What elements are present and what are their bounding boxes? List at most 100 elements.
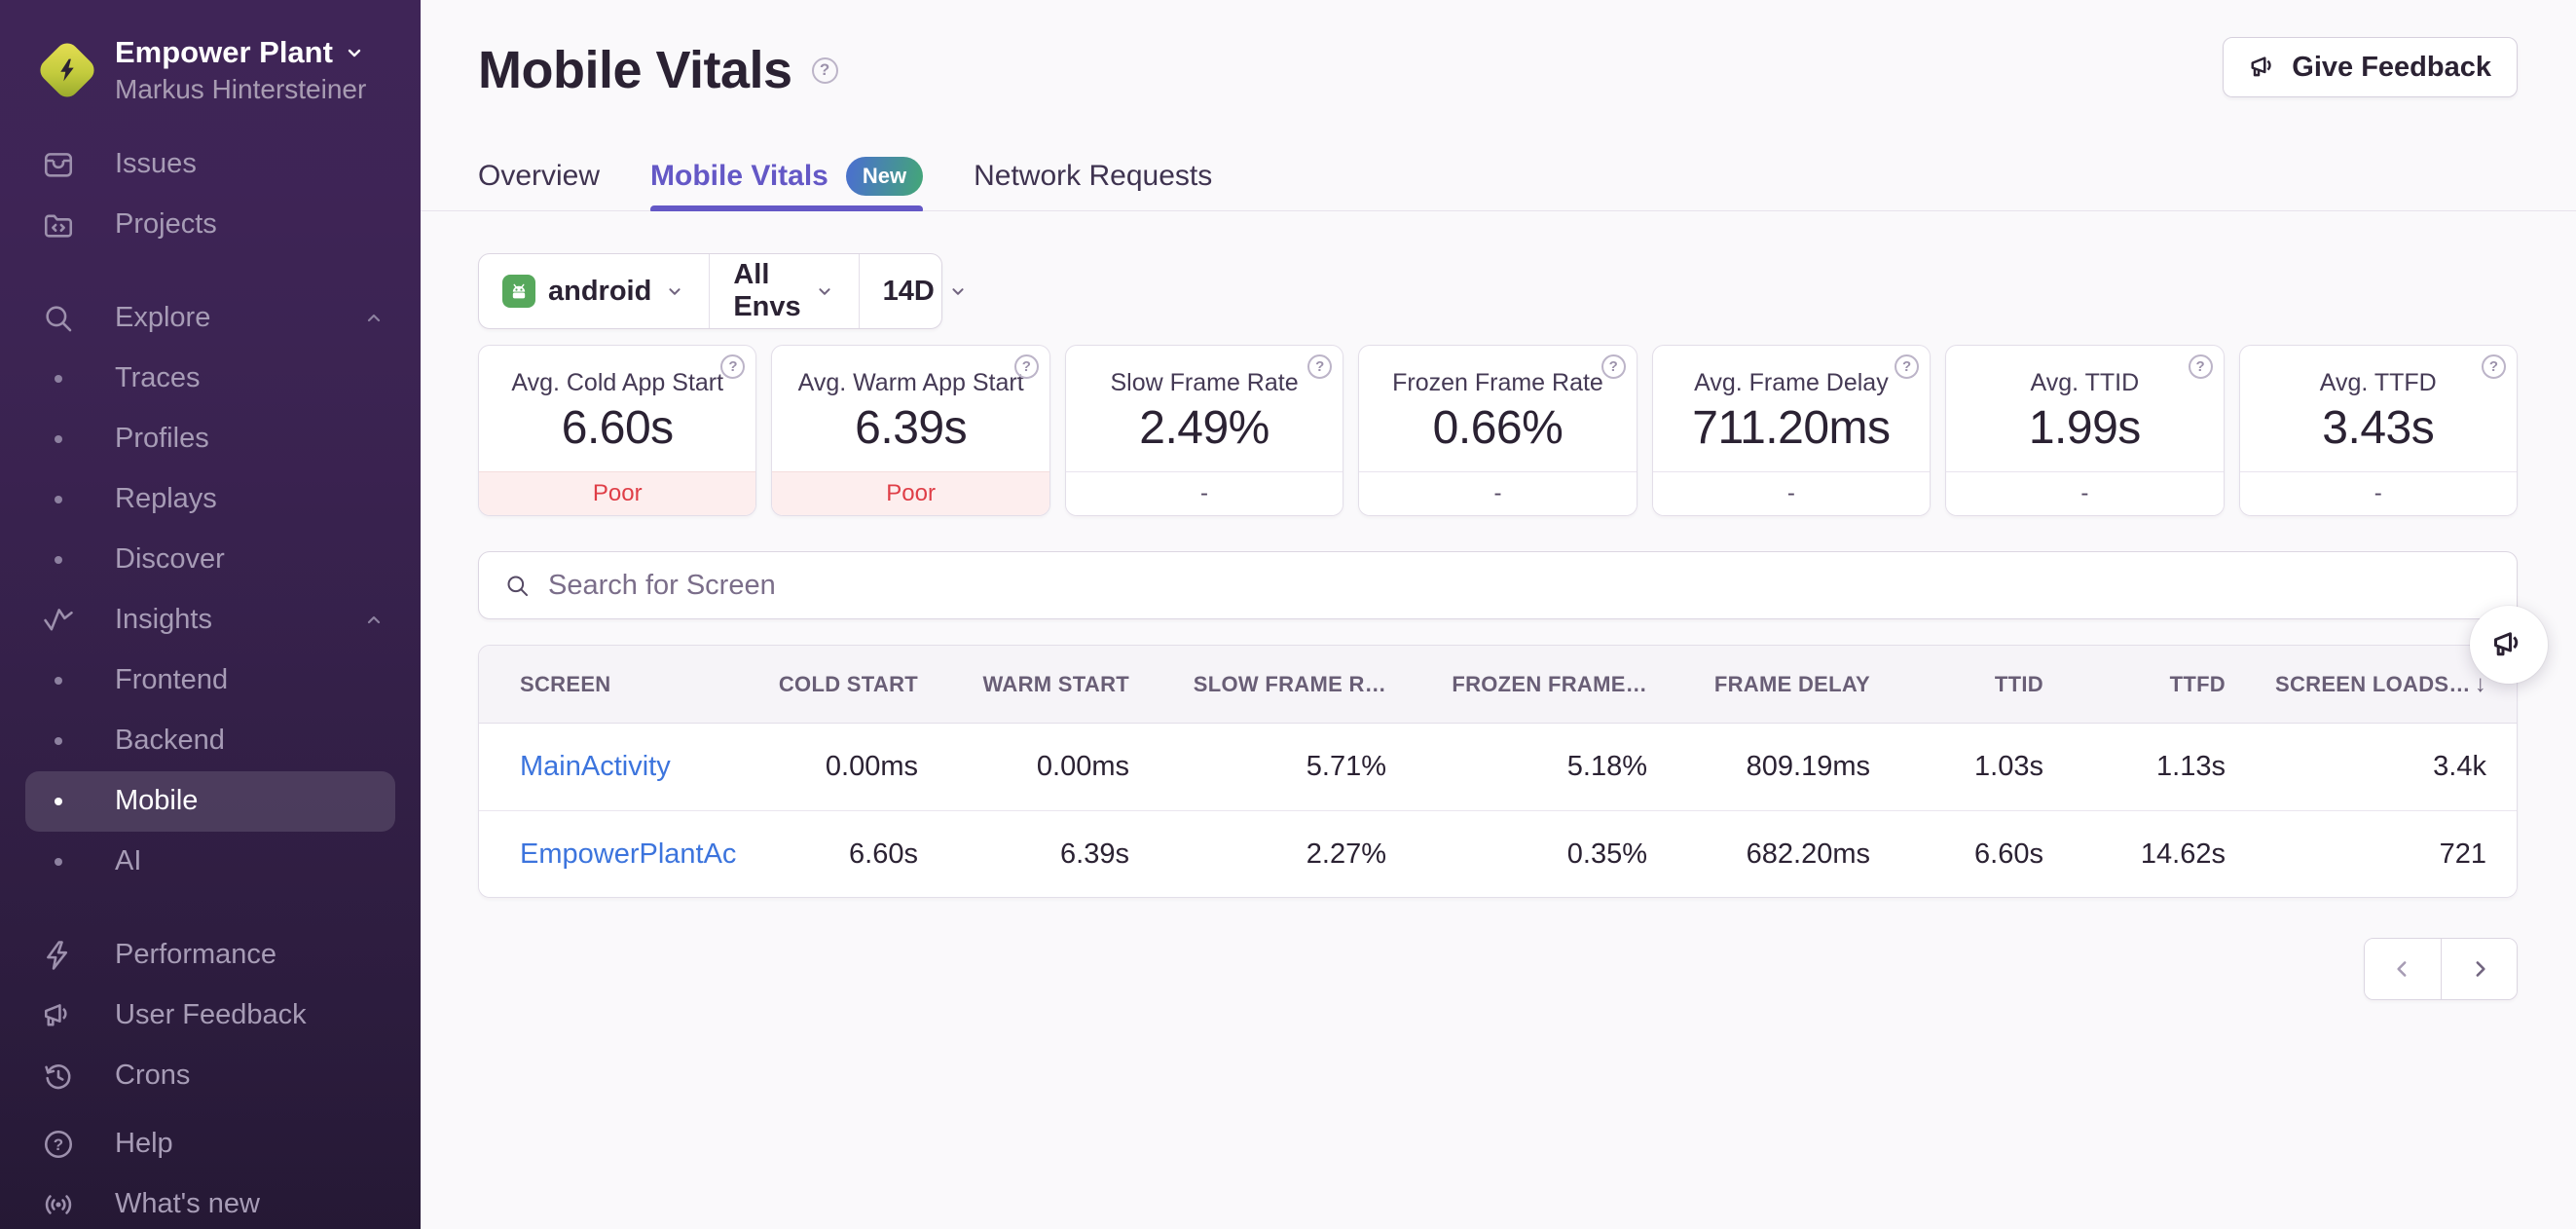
- sidebar-item-label: Profiles: [115, 423, 209, 455]
- sidebar-item-explore[interactable]: Explore: [25, 288, 395, 349]
- col-ttid[interactable]: TTID: [1994, 671, 2043, 696]
- col-screen[interactable]: SCREEN: [520, 671, 611, 696]
- sidebar-item-traces[interactable]: Traces: [25, 349, 395, 409]
- vital-card-status: -: [1652, 471, 1931, 515]
- help-icon[interactable]: ?: [1895, 354, 1920, 379]
- sidebar-item-frontend[interactable]: Frontend: [25, 651, 395, 711]
- vital-card-ttfd: ? Avg. TTFD 3.43s -: [2238, 345, 2518, 516]
- environment-filter-dropdown[interactable]: All Envs: [709, 254, 858, 328]
- cell-ttid: 1.03s: [1974, 751, 2043, 782]
- environment-filter-value: All Envs: [733, 259, 801, 322]
- pagination: [478, 938, 2518, 1000]
- help-circle-icon: ?: [39, 1128, 78, 1161]
- lightning-icon: [39, 939, 78, 972]
- svg-text:?: ?: [54, 1136, 63, 1154]
- cell-warm-start: 0.00ms: [1036, 751, 1129, 782]
- vital-card-frozen-frame-rate: ? Frozen Frame Rate 0.66% -: [1358, 345, 1638, 516]
- new-badge: New: [845, 157, 924, 196]
- megaphone-icon: [39, 999, 78, 1032]
- give-feedback-button[interactable]: Give Feedback: [2223, 37, 2518, 97]
- help-icon[interactable]: ?: [2481, 354, 2506, 379]
- org-name: Empower Plant: [115, 35, 333, 69]
- col-frame-delay[interactable]: FRAME DELAY: [1713, 671, 1870, 696]
- sidebar-item-projects[interactable]: Projects: [25, 195, 395, 255]
- vital-card-status: Poor: [772, 471, 1049, 515]
- col-screen-loads[interactable]: SCREEN LOADS… ↓: [2226, 671, 2486, 698]
- sidebar-item-insights[interactable]: Insights: [25, 590, 395, 651]
- tab-label: Network Requests: [974, 160, 1213, 192]
- sidebar-item-whats-new[interactable]: What's new: [25, 1174, 395, 1229]
- sidebar-item-help[interactable]: ? Help: [25, 1114, 395, 1174]
- tab-overview[interactable]: Overview: [478, 142, 600, 210]
- next-page-button[interactable]: [2441, 939, 2517, 999]
- org-switcher[interactable]: Empower Plant Markus Hintersteiner: [0, 0, 421, 134]
- vital-card-ttid: ? Avg. TTID 1.99s -: [1945, 345, 2225, 516]
- sidebar-item-mobile[interactable]: Mobile: [25, 770, 395, 832]
- tab-network-requests[interactable]: Network Requests: [974, 142, 1212, 210]
- insights-icon: [39, 604, 78, 637]
- col-ttfd[interactable]: TTFD: [2169, 671, 2226, 696]
- floating-feedback-button[interactable]: [2470, 606, 2548, 684]
- help-icon[interactable]: ?: [720, 354, 746, 379]
- vital-card-value: 3.43s: [2322, 402, 2435, 454]
- sidebar-item-label: Crons: [115, 1060, 191, 1092]
- vital-card-status: -: [1065, 471, 1343, 515]
- cell-screen: MainActivity: [479, 751, 771, 783]
- give-feedback-label: Give Feedback: [2292, 51, 2491, 83]
- date-range-dropdown[interactable]: 14D: [858, 254, 992, 328]
- screen-link[interactable]: EmpowerPlantAc: [520, 838, 737, 870]
- col-slow-frame-rate[interactable]: SLOW FRAME R…: [1193, 671, 1386, 696]
- sidebar-item-performance[interactable]: Performance: [25, 925, 395, 986]
- sidebar-item-ai[interactable]: AI: [25, 832, 395, 892]
- sidebar-item-label: Frontend: [115, 664, 229, 696]
- sidebar-item-issues[interactable]: Issues: [25, 134, 395, 195]
- col-frozen-frame-rate[interactable]: FROZEN FRAME…: [1452, 671, 1647, 696]
- help-icon[interactable]: ?: [1013, 354, 1039, 379]
- cell-screen-loads: 721: [2439, 838, 2486, 870]
- cell-ttid: 6.60s: [1974, 838, 2043, 870]
- tab-mobile-vitals[interactable]: Mobile Vitals New: [650, 142, 924, 211]
- sidebar-item-profiles[interactable]: Profiles: [25, 409, 395, 469]
- sidebar-item-discover[interactable]: Discover: [25, 530, 395, 590]
- filter-bar: android All Envs 14D: [478, 253, 964, 329]
- bullet-icon: [39, 555, 78, 564]
- sidebar-nav: Issues Projects Explore Traces Profiles: [0, 134, 421, 1229]
- screens-table: SCREEN COLD START WARM START SLOW FRAME …: [478, 645, 2518, 898]
- previous-page-button[interactable]: [2365, 939, 2441, 999]
- chevron-left-icon: [2397, 961, 2407, 977]
- col-cold-start[interactable]: COLD START: [778, 671, 918, 696]
- android-icon: [502, 275, 535, 308]
- cell-frozen-frame-rate: 5.18%: [1566, 751, 1647, 782]
- table-row: EmpowerPlantAc 6.60s 6.39s 2.27% 0.35% 6…: [479, 810, 2517, 897]
- screen-link[interactable]: MainActivity: [520, 751, 671, 782]
- search-input[interactable]: [548, 569, 2491, 602]
- bullet-icon: [39, 495, 78, 503]
- table-header-row: SCREEN COLD START WARM START SLOW FRAME …: [479, 646, 2517, 724]
- help-icon[interactable]: ?: [1307, 354, 1333, 379]
- project-filter-dropdown[interactable]: android: [479, 254, 709, 328]
- sidebar-item-backend[interactable]: Backend: [25, 711, 395, 771]
- sidebar-item-label: Help: [115, 1128, 173, 1160]
- cell-frozen-frame-rate: 0.35%: [1566, 838, 1647, 870]
- cell-frame-delay: 809.19ms: [1746, 751, 1870, 782]
- date-range-value: 14D: [882, 275, 935, 307]
- chevron-up-icon: [362, 307, 386, 330]
- screen-search: [478, 551, 2518, 619]
- help-icon[interactable]: ?: [2188, 354, 2213, 379]
- sidebar-item-replays[interactable]: Replays: [25, 469, 395, 530]
- col-warm-start[interactable]: WARM START: [982, 671, 1129, 696]
- cell-slow-frame-rate: 5.71%: [1306, 751, 1386, 782]
- page-help-icon[interactable]: ?: [811, 56, 838, 84]
- chevron-right-icon: [2476, 961, 2485, 977]
- sidebar: Empower Plant Markus Hintersteiner Issue…: [0, 0, 421, 1229]
- sidebar-item-crons[interactable]: Crons: [25, 1046, 395, 1106]
- megaphone-icon: [2494, 632, 2519, 656]
- help-icon[interactable]: ?: [1601, 354, 1626, 379]
- cell-ttfd: 14.62s: [2140, 838, 2226, 870]
- sidebar-item-user-feedback[interactable]: User Feedback: [25, 986, 395, 1046]
- clock-icon: [39, 1060, 78, 1093]
- issues-icon: [39, 148, 78, 181]
- vital-card-value: 1.99s: [2028, 402, 2141, 454]
- vital-card-label: Avg. Warm App Start: [797, 369, 1024, 396]
- vital-card-status: -: [1946, 471, 2224, 515]
